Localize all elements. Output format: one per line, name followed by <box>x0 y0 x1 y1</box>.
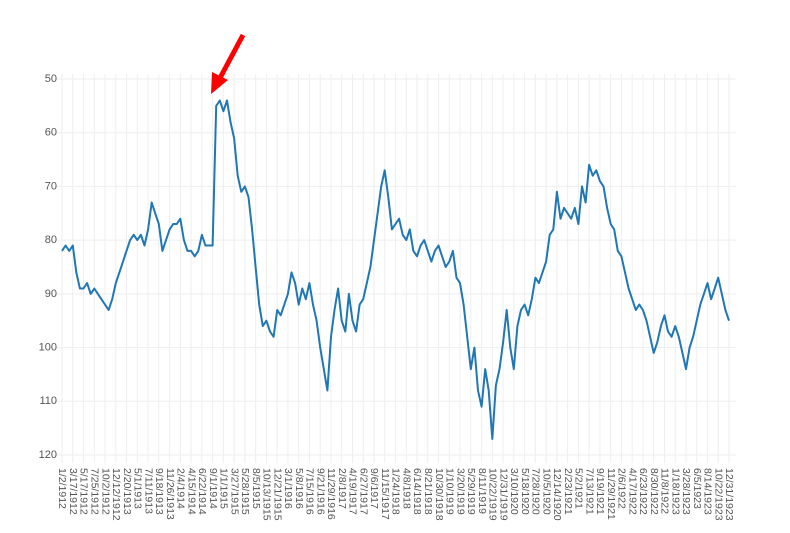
x-tick-label: 6/23/1922 <box>637 468 649 515</box>
x-tick-label: 4/17/1922 <box>626 468 638 515</box>
x-tick-label: 8/21/1918 <box>422 468 434 515</box>
x-tick-label: 10/5/1920 <box>540 468 552 515</box>
x-tick-label: 11/8/1922 <box>659 468 671 514</box>
x-tick-label: 6/5/1923 <box>691 468 703 509</box>
x-tick-label: 7/15/1916 <box>304 468 316 515</box>
x-tick-label: 5/1/1913 <box>132 468 144 509</box>
x-tick-label: 1/1/1915 <box>218 468 230 509</box>
x-tick-label: 5/17/1912 <box>78 468 90 515</box>
y-tick-label: 70 <box>45 180 57 192</box>
x-tick-label: 11/29/1921 <box>605 468 617 520</box>
x-tick-label: 3/20/1919 <box>454 468 466 515</box>
x-tick-label: 10/2/1912 <box>99 468 111 515</box>
x-tick-label: 9/18/1913 <box>153 468 165 515</box>
x-tick-label: 8/30/1922 <box>648 468 660 515</box>
x-tick-label: 7/11/1913 <box>142 468 154 514</box>
x-tick-label: 12/21/1915 <box>271 468 283 521</box>
x-tick-label: 4/15/1914 <box>185 468 197 515</box>
x-tick-label: 10/30/1918 <box>433 468 445 521</box>
x-tick-label: 1/18/1923 <box>669 468 681 515</box>
x-tick-label: 10/22/1923 <box>712 468 724 521</box>
x-tick-label: 12/14/1920 <box>551 468 563 521</box>
x-tick-label: 5/28/1915 <box>239 468 251 515</box>
x-tick-label: 1/2/1912 <box>56 468 68 509</box>
x-tick-label: 9/6/1917 <box>368 468 380 509</box>
x-tick-label: 4/19/1917 <box>347 468 359 515</box>
x-tick-label: 12/12/1912 <box>110 468 122 521</box>
x-tick-label: 6/22/1914 <box>196 468 208 515</box>
arrow-shaft <box>217 33 246 80</box>
x-tick-label: 3/1/1916 <box>282 468 294 509</box>
annotation-arrow <box>211 33 246 94</box>
x-tick-label: 10/22/1919 <box>487 468 499 521</box>
y-tick-label: 60 <box>45 127 57 139</box>
y-tick-label: 50 <box>45 73 57 85</box>
x-tick-label: 4/8/1918 <box>400 468 412 509</box>
x-tick-label: 8/11/1919 <box>476 468 488 514</box>
x-tick-label: 1/24/1918 <box>390 468 402 515</box>
x-tick-label: 5/29/1919 <box>465 468 477 515</box>
x-tick-label: 7/25/1912 <box>88 468 100 515</box>
x-tick-label: 2/20/1913 <box>121 468 133 515</box>
y-tick-label: 120 <box>39 449 57 461</box>
x-tick-label: 5/2/1921 <box>573 468 585 509</box>
x-tick-label: 6/14/1918 <box>411 468 423 515</box>
x-tick-label: 5/8/1916 <box>293 468 305 509</box>
x-tick-label: 11/15/1917 <box>379 468 391 520</box>
x-tick-label: 10/13/1915 <box>261 468 273 521</box>
y-tick-label: 90 <box>45 288 57 300</box>
x-tick-label: 8/14/1923 <box>702 468 714 515</box>
plot <box>61 99 730 440</box>
x-tick-label: 5/18/1920 <box>519 468 531 515</box>
x-tick-label: 3/17/1912 <box>67 468 79 515</box>
grid <box>55 74 736 463</box>
x-tick-label: 11/26/1913 <box>164 468 176 520</box>
x-tick-label: 3/10/1920 <box>508 468 520 515</box>
x-tick-label: 12/31/1919 <box>497 468 509 521</box>
x-tick-label: 3/28/1923 <box>680 468 692 515</box>
x-tick-label: 6/27/1917 <box>357 468 369 515</box>
x-tick-label: 2/8/1917 <box>336 468 348 509</box>
x-tick-label: 9/21/1916 <box>314 468 326 515</box>
line <box>61 99 730 440</box>
x-tick-label: 12/31/1923 <box>723 468 735 521</box>
x-tick-label: 1/10/1919 <box>444 468 456 515</box>
y-tick-label: 110 <box>39 395 57 407</box>
x-tick-label: 11/29/1916 <box>325 468 337 520</box>
x-tick-label: 2/23/1921 <box>562 468 574 515</box>
x-tick-label: 2/6/1922 <box>616 468 628 509</box>
x-tick-label: 2/4/1914 <box>175 468 187 509</box>
y-tick-label: 100 <box>39 341 57 353</box>
x-tick-label: 7/28/1920 <box>530 468 542 515</box>
arrow-head <box>211 72 228 94</box>
x-tick-label: 7/13/1921 <box>583 468 595 515</box>
x-tick-label: 9/1/1914 <box>207 468 219 509</box>
x-tick-label: 9/19/1921 <box>594 468 606 515</box>
x-tick-label: 8/5/1915 <box>250 468 262 509</box>
y-tick-label: 80 <box>45 234 57 246</box>
x-tick-label: 3/27/1915 <box>228 468 240 515</box>
